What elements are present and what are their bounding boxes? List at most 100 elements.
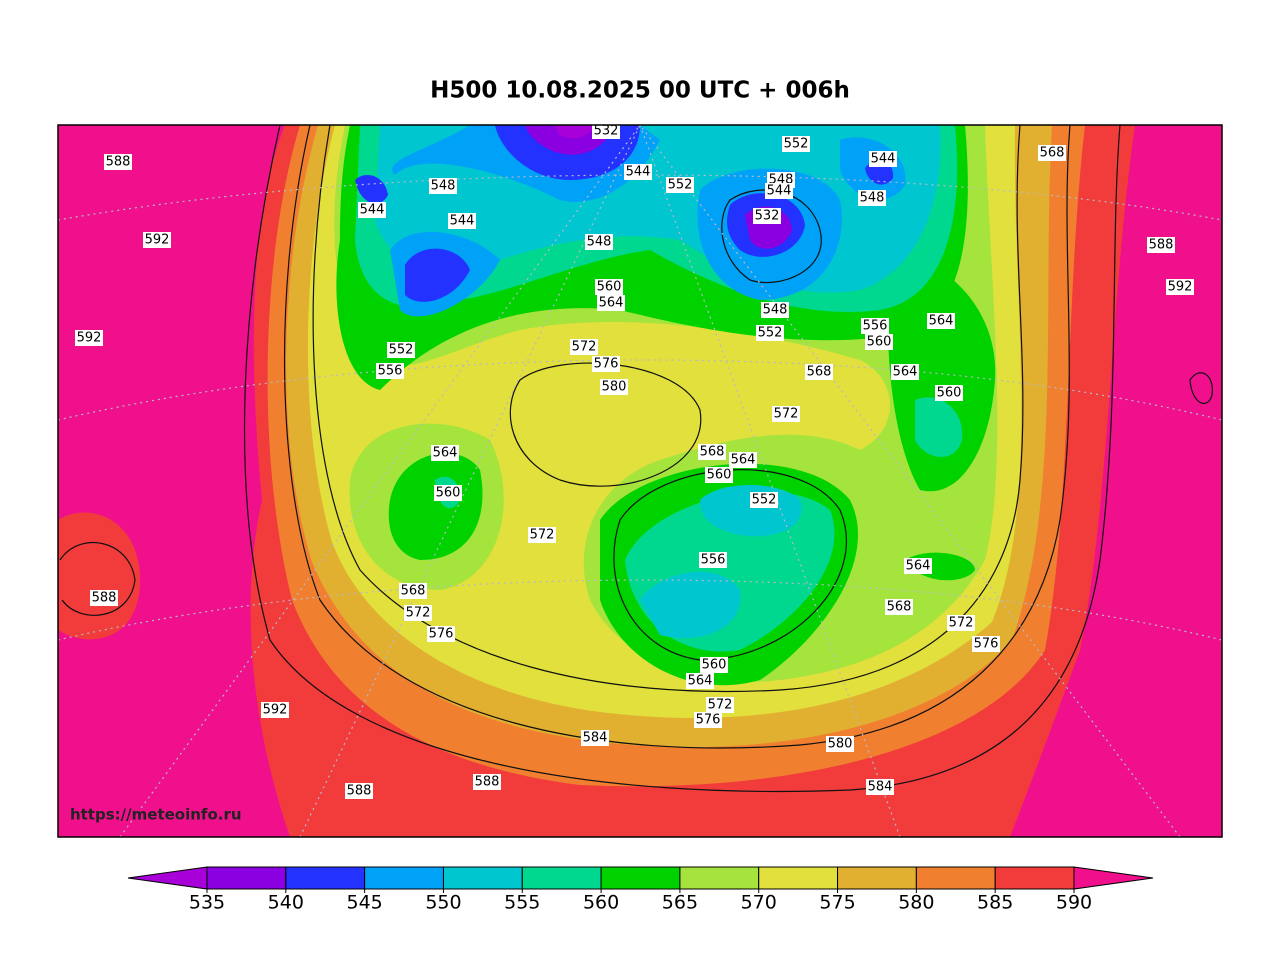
contour-label-box xyxy=(1166,279,1194,295)
contour-label: 588 xyxy=(106,155,131,170)
contour-label-box xyxy=(75,330,103,346)
contour-label: 564 xyxy=(599,296,624,311)
colorbar-segment xyxy=(206,866,287,890)
colorbar-label: 590 xyxy=(1056,892,1092,914)
colorbar-segment xyxy=(915,866,996,890)
colorbar-segment xyxy=(837,866,917,890)
contour-label-box xyxy=(404,605,432,621)
contour-label-box xyxy=(104,154,132,170)
contour-label-box xyxy=(858,190,886,206)
contour-label: 576 xyxy=(594,357,619,372)
contour-label: 560 xyxy=(597,280,622,295)
contour-label: 548 xyxy=(763,303,788,318)
contour-label: 532 xyxy=(755,209,780,224)
contour-label: 592 xyxy=(77,331,102,346)
contour-label-box xyxy=(429,178,457,194)
contour-label: 560 xyxy=(702,658,727,673)
contour-label: 588 xyxy=(475,775,500,790)
contour-label: 552 xyxy=(668,178,693,193)
contour-label-box xyxy=(698,444,726,460)
contour-label: 580 xyxy=(602,380,627,395)
contour-label-box xyxy=(891,364,919,380)
contour-label: 572 xyxy=(406,606,431,621)
field-area xyxy=(355,175,388,204)
contour-label: 544 xyxy=(450,214,475,229)
colorbar-segment xyxy=(758,866,839,890)
field-area xyxy=(915,397,963,457)
contour-label-box xyxy=(597,295,625,311)
contour-label: 556 xyxy=(701,553,726,568)
contour-label: 592 xyxy=(145,233,170,248)
contour-label: 584 xyxy=(868,780,893,795)
colorbar-label: 550 xyxy=(425,892,461,914)
contour-label-box xyxy=(927,313,955,329)
contour-label: 552 xyxy=(784,137,809,152)
contour-label: 568 xyxy=(401,584,426,599)
contour-label-box xyxy=(1038,145,1066,161)
contour-label: 568 xyxy=(887,600,912,615)
contour-label: 552 xyxy=(758,326,783,341)
contour-label-box xyxy=(624,164,652,180)
colorbar-label: 540 xyxy=(268,892,304,914)
contour-label: 584 xyxy=(583,731,608,746)
contour-label-box xyxy=(666,177,694,193)
contour-label: 572 xyxy=(708,698,733,713)
contour-label-box xyxy=(885,599,913,615)
colorbar-extend-high xyxy=(1073,866,1154,890)
field-area xyxy=(388,453,483,560)
colorbar-label: 575 xyxy=(819,892,855,914)
field-area xyxy=(555,125,595,139)
isoline xyxy=(59,542,136,616)
contour-label: 576 xyxy=(429,627,454,642)
contour-label-box xyxy=(473,774,501,790)
isolines xyxy=(58,125,1222,837)
field-area xyxy=(405,248,470,302)
contour-label: 576 xyxy=(974,637,999,652)
contour-label-box xyxy=(772,406,800,422)
contour-label: 544 xyxy=(767,184,792,199)
contour-label: 564 xyxy=(433,446,458,461)
graticule xyxy=(58,125,1222,837)
colorbar-segment xyxy=(521,866,602,890)
contour-label: 560 xyxy=(707,468,732,483)
colorbar-segment xyxy=(364,866,444,890)
contour-label-box xyxy=(427,626,455,642)
contour-label-box xyxy=(581,730,609,746)
contour-label-box xyxy=(431,445,459,461)
contour-label-box xyxy=(387,342,415,358)
contour-label-box xyxy=(399,583,427,599)
contour-label: 588 xyxy=(347,784,372,799)
contour-label: 568 xyxy=(1040,146,1065,161)
watermark: https://meteoinfo.ru xyxy=(70,806,242,824)
contour-label: 564 xyxy=(893,365,918,380)
colorbar-label: 560 xyxy=(583,892,619,914)
contour-label: 592 xyxy=(263,703,288,718)
isoline xyxy=(312,125,1024,693)
contour-label-box xyxy=(595,279,623,295)
contour-label-box xyxy=(592,123,620,139)
contour-label: 564 xyxy=(929,314,954,329)
contour-label: 588 xyxy=(92,591,117,606)
colorbar: 535 540 545 550 555 560 565 570 575 580 585 590 xyxy=(127,866,1154,914)
contour-label-box xyxy=(866,779,894,795)
contour-label-box xyxy=(782,136,810,152)
contour-label-box xyxy=(699,552,727,568)
contour-label-box xyxy=(448,213,476,229)
contour-label-box xyxy=(826,736,854,752)
isoline xyxy=(243,125,1121,793)
contour-label-box xyxy=(761,302,789,318)
contour-label: 564 xyxy=(906,559,931,574)
contour-label: 552 xyxy=(752,493,777,508)
contour-label-box xyxy=(972,636,1000,652)
contour-label-box xyxy=(805,364,833,380)
map-area xyxy=(58,125,1222,837)
contour-label-box xyxy=(261,702,289,718)
contour-label: 564 xyxy=(731,453,756,468)
contour-label-box xyxy=(700,657,728,673)
colorbar-segment xyxy=(994,866,1075,890)
contour-label-box xyxy=(705,467,733,483)
contour-label: 548 xyxy=(587,235,612,250)
colorbar-label: 580 xyxy=(898,892,934,914)
